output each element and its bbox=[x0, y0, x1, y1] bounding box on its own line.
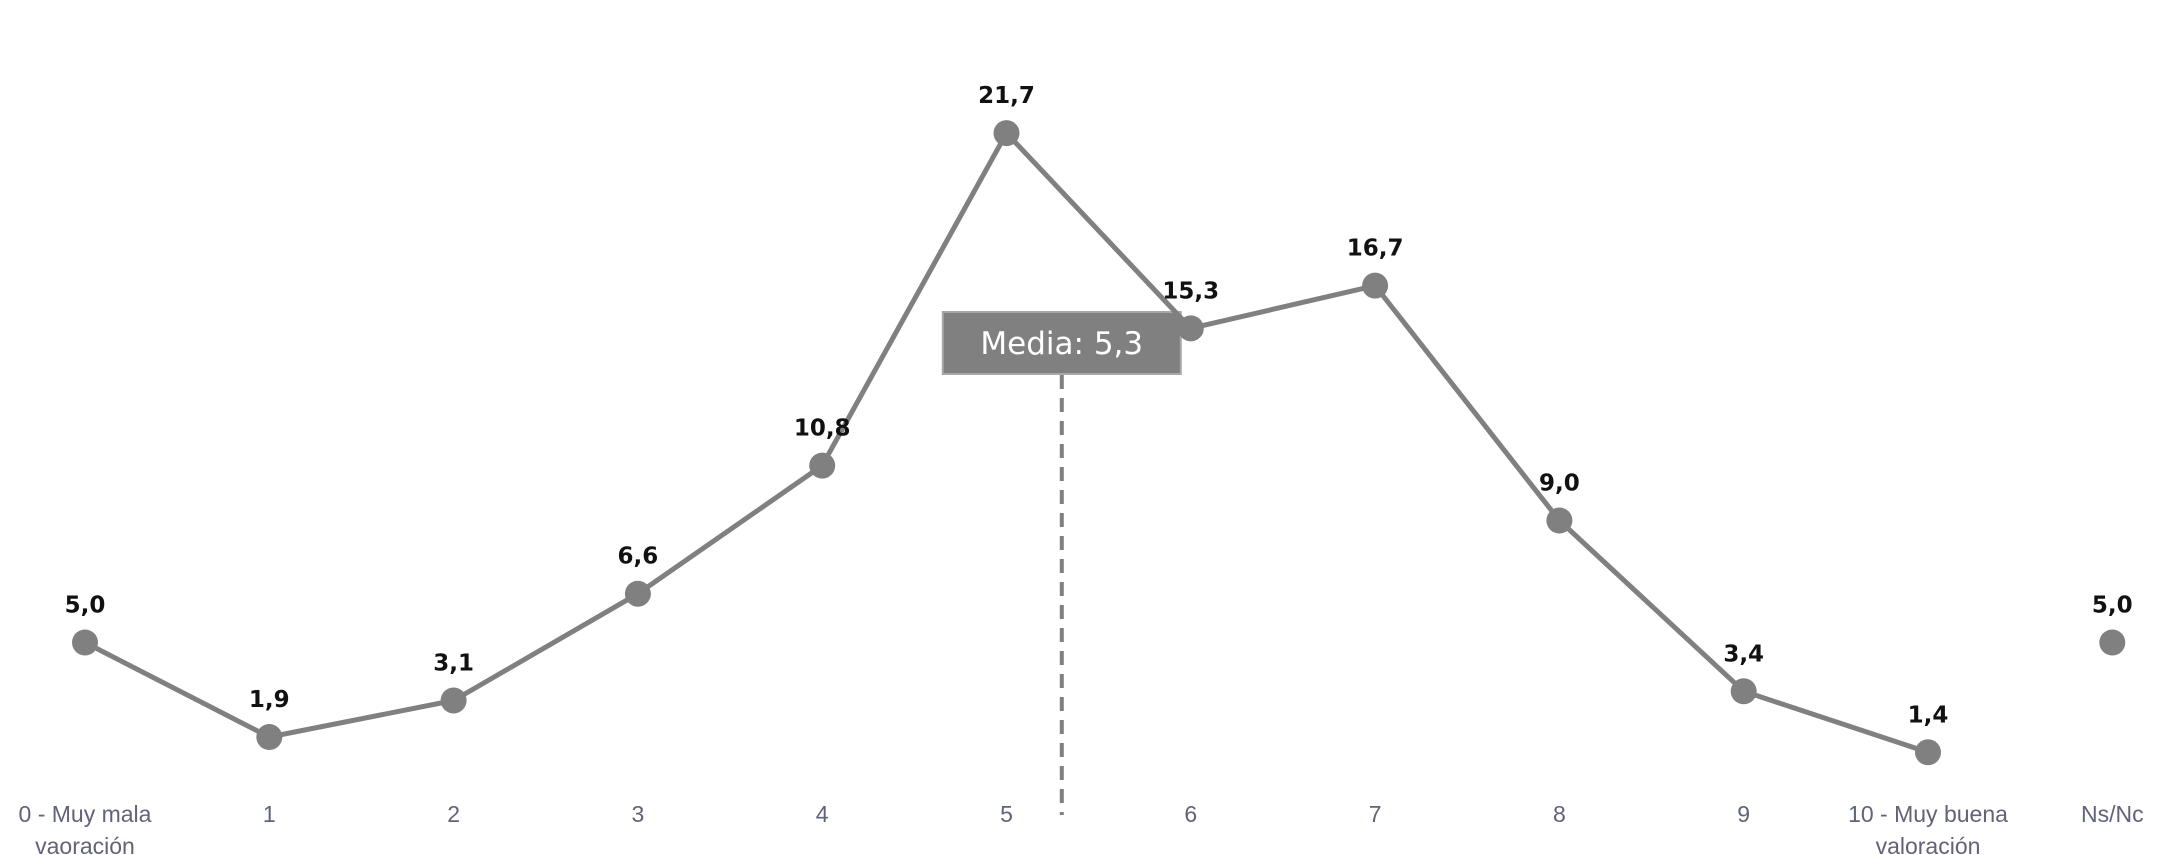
data-point bbox=[1546, 507, 1573, 534]
data-points bbox=[72, 120, 2126, 766]
mean-label-box bbox=[941, 311, 1182, 375]
data-label: 1,4 bbox=[1908, 702, 1949, 728]
x-tick-label: Ns/Nc bbox=[2081, 801, 2144, 827]
x-tick-label: 6 bbox=[1184, 801, 1197, 827]
data-label: 3,1 bbox=[433, 650, 474, 676]
x-tick-label: 8 bbox=[1553, 801, 1566, 827]
x-tick-label: 7 bbox=[1369, 801, 1382, 827]
x-tick-label: 10 - Muy buena valoración bbox=[1848, 801, 2008, 855]
data-label: 21,7 bbox=[978, 83, 1035, 109]
data-point bbox=[2099, 629, 2126, 656]
x-tick-label: 5 bbox=[1000, 801, 1013, 827]
x-tick-label: 9 bbox=[1737, 801, 1750, 827]
data-point bbox=[72, 629, 98, 656]
x-axis-tick-labels: 0 - Muy mala vaoración 1 2 3 4 5 6 7 8 9 10 - Muy b… bbox=[19, 801, 2144, 855]
data-point bbox=[1915, 739, 1941, 766]
x-tick-label: 3 bbox=[632, 801, 645, 827]
series-polyline bbox=[82, 130, 1931, 755]
data-point bbox=[624, 580, 651, 607]
x-tick-label: 0 - Muy mala vaoración bbox=[19, 801, 152, 855]
series-line bbox=[82, 130, 1931, 755]
x-tick-label: 1 bbox=[263, 801, 276, 827]
data-point bbox=[1362, 272, 1389, 299]
data-label: 16,7 bbox=[1347, 236, 1404, 262]
data-point bbox=[809, 452, 836, 479]
mean-annotation: Media: 5,3 bbox=[941, 311, 1182, 815]
data-label: 10,8 bbox=[794, 416, 851, 442]
x-tick-label: 2 bbox=[447, 801, 460, 827]
data-point bbox=[440, 687, 467, 714]
data-label: 15,3 bbox=[1162, 278, 1219, 304]
data-point bbox=[1177, 315, 1204, 342]
data-label: 6,6 bbox=[618, 544, 659, 570]
data-point bbox=[256, 724, 283, 751]
data-labels: 5,0 1,9 3,1 6,6 10,8 21,7 15,3 16,7 9,0 3,4 1,4 5,0 bbox=[65, 83, 2133, 728]
data-point bbox=[993, 120, 1020, 147]
data-label: 5,0 bbox=[2092, 593, 2133, 619]
mean-label: Media: 5,3 bbox=[980, 326, 1143, 362]
data-point bbox=[1730, 678, 1757, 705]
data-label: 1,9 bbox=[249, 687, 290, 713]
data-label: 5,0 bbox=[65, 593, 106, 619]
x-tick-label: 4 bbox=[816, 801, 829, 827]
data-label: 9,0 bbox=[1539, 471, 1580, 497]
data-label: 3,4 bbox=[1723, 641, 1764, 667]
